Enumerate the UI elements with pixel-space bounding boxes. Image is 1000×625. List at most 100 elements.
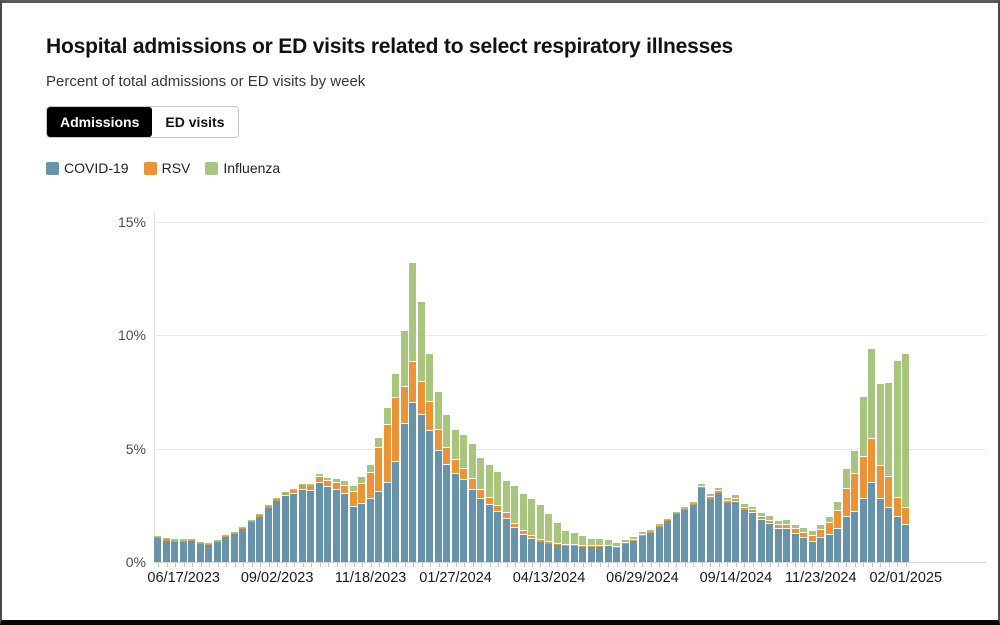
segment-covid-19 [596, 546, 603, 563]
bar-week [468, 222, 476, 563]
segment-rsv [834, 511, 841, 530]
segment-influenza [562, 531, 569, 545]
x-tick [345, 563, 347, 568]
segment-covid-19 [281, 496, 289, 563]
x-tick-label: 11/23/2024 [785, 570, 857, 587]
segment-rsv [179, 540, 187, 542]
x-tick [438, 563, 440, 568]
x-tick [905, 563, 907, 568]
segment-covid-19 [366, 498, 374, 563]
segment-influenza [222, 535, 229, 537]
segment-covid-19 [902, 524, 909, 563]
segment-rsv [434, 429, 442, 451]
segment-covid-19 [247, 522, 255, 563]
segment-covid-19 [519, 534, 527, 563]
segment-covid-19 [511, 528, 518, 563]
segment-covid-19 [740, 509, 748, 563]
segment-covid-19 [349, 506, 357, 563]
segment-covid-19 [375, 491, 382, 563]
x-tick-label: 11/18/2023 [334, 570, 407, 587]
segment-covid-19 [290, 494, 297, 563]
segment-influenza [570, 532, 578, 546]
x-tick [718, 563, 720, 568]
bar-week [400, 222, 408, 563]
x-tick [625, 563, 627, 568]
x-tick [803, 563, 805, 568]
x-tick [353, 563, 355, 568]
x-tick [769, 563, 771, 568]
segment-covid-19 [553, 545, 561, 563]
gridline-5pct [154, 448, 986, 450]
bar-week [706, 222, 714, 563]
influenza-swatch-icon [205, 161, 219, 175]
segment-rsv [247, 521, 255, 523]
segment-covid-19 [723, 503, 731, 563]
segment-influenza [494, 471, 501, 506]
x-tick [659, 563, 661, 568]
segment-influenza [443, 415, 450, 448]
segment-influenza [553, 523, 561, 544]
segment-influenza [290, 488, 297, 491]
segment-rsv [740, 508, 748, 510]
bar-week [842, 222, 850, 563]
segment-covid-19 [885, 507, 892, 563]
segment-covid-19 [332, 489, 340, 563]
segment-covid-19 [562, 545, 569, 563]
bar-week [783, 222, 790, 563]
segment-covid-19 [536, 541, 544, 563]
covid-swatch-icon [46, 161, 59, 175]
toggle-admissions-button[interactable]: Admissions [47, 107, 153, 138]
segment-covid-19 [613, 548, 620, 563]
segment-rsv [366, 472, 374, 499]
bar-week [332, 222, 340, 563]
segment-influenza [630, 536, 637, 540]
x-tick-label: 06/17/2023 [147, 570, 221, 587]
segment-covid-19 [434, 451, 442, 563]
bar-week [596, 222, 603, 563]
bar-week [834, 222, 841, 563]
bar-week [681, 222, 688, 563]
bar-week [519, 222, 527, 563]
segment-covid-19 [689, 505, 697, 563]
segment-influenza [358, 477, 365, 484]
bar-week [740, 222, 748, 563]
bar-week [553, 222, 561, 563]
segment-rsv [171, 540, 178, 542]
segment-rsv [494, 505, 501, 513]
segment-rsv [290, 490, 297, 495]
segment-covid-19 [604, 546, 612, 563]
segment-influenza [902, 353, 909, 508]
segment-covid-19 [732, 502, 739, 563]
segment-covid-19 [468, 489, 476, 563]
segment-covid-19 [893, 516, 901, 563]
bar-week [579, 222, 586, 563]
x-tick [158, 563, 160, 568]
segment-covid-19 [749, 513, 756, 563]
x-tick [175, 563, 177, 568]
legend-label-rsv: RSV [161, 160, 191, 177]
segment-influenza [613, 543, 620, 548]
x-tick [676, 563, 678, 568]
bar-week [434, 222, 442, 563]
x-tick [328, 563, 330, 568]
segment-covid-19 [774, 529, 782, 563]
segment-rsv [213, 540, 221, 542]
bar-week [213, 222, 221, 563]
segment-influenza [604, 539, 612, 546]
x-tick [599, 563, 601, 568]
bar-week [494, 222, 501, 563]
toggle-ed-visits-button[interactable]: ED visits [152, 107, 238, 138]
segment-covid-19 [154, 538, 161, 563]
segment-influenza [876, 384, 884, 466]
bar-week [689, 222, 697, 563]
segment-rsv [664, 520, 671, 522]
segment-rsv [383, 425, 391, 483]
segment-covid-19 [451, 473, 459, 563]
segment-covid-19 [256, 516, 263, 563]
segment-covid-19 [273, 500, 280, 563]
x-tick [744, 563, 746, 568]
segment-covid-19 [502, 519, 510, 563]
bar-week [749, 222, 756, 563]
segment-rsv [332, 482, 340, 490]
bar-week [417, 222, 425, 563]
